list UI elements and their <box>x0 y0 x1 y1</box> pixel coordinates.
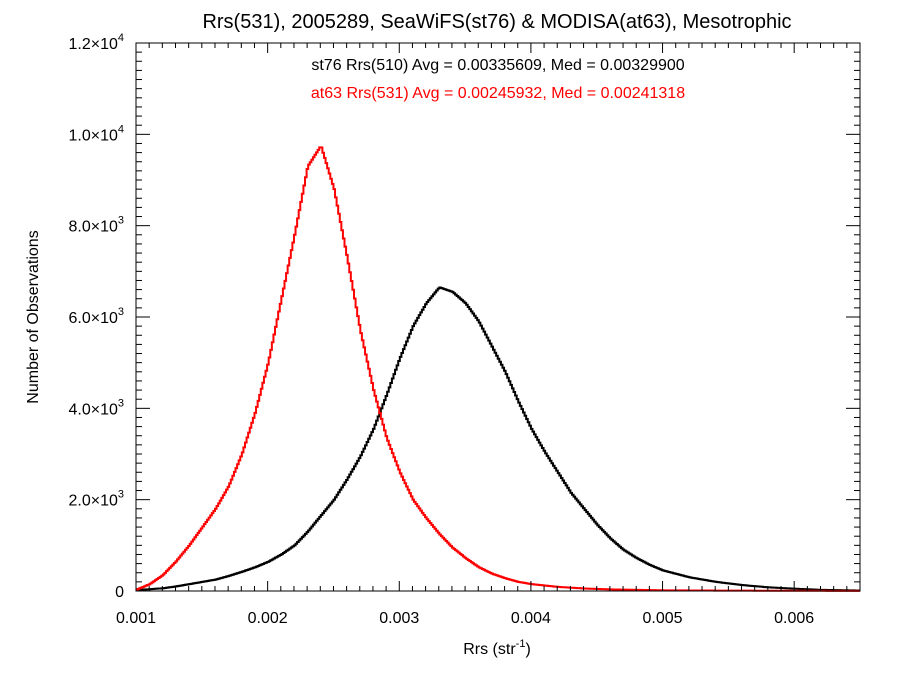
y-tick-label: 0 <box>115 584 124 601</box>
series-0-line <box>136 286 861 592</box>
x-axis-label: Rrs (str-1) <box>463 638 531 658</box>
x-tick-label: 0.005 <box>643 610 683 627</box>
y-tick-mantissa: 8.0×10 <box>68 219 117 236</box>
y-tick-mantissa: 1.2×10 <box>68 36 117 53</box>
annotation-st76: st76 Rrs(510) Avg = 0.00335609, Med = 0.… <box>311 57 684 74</box>
x-tick-labels: 0.001 0.002 0.003 0.004 0.005 0.006 <box>116 610 814 627</box>
y-axis-label: Number of Observations <box>25 230 42 403</box>
x-tick-label: 0.006 <box>774 610 814 627</box>
x-tick-label: 0.004 <box>511 610 551 627</box>
y-tick-label: 2.0×103 <box>68 489 124 510</box>
x-tick-label: 0.002 <box>248 610 288 627</box>
series-layer <box>136 146 861 592</box>
chart-title: Rrs(531), 2005289, SeaWiFS(st76) & MODIS… <box>202 11 791 33</box>
x-axis-label-tail: ) <box>525 641 530 658</box>
x-axis-label-base: Rrs (str <box>463 641 516 658</box>
y-tick-label: 1.2×104 <box>68 32 124 53</box>
y-tick-exponent: 4 <box>118 32 124 44</box>
series-1-line <box>136 146 860 592</box>
y-tick-exponent: 3 <box>118 306 124 318</box>
y-tick-labels: 02.0×1034.0×1036.0×1038.0×1031.0×1041.2×… <box>68 32 124 601</box>
y-tick-label: 1.0×104 <box>68 123 124 144</box>
x-axis-label-sup: -1 <box>516 638 526 650</box>
y-tick-mantissa: 6.0×10 <box>68 310 117 327</box>
plot-frame <box>135 42 861 592</box>
ticks-layer <box>135 42 861 592</box>
annotation-at63: at63 Rrs(531) Avg = 0.00245932, Med = 0.… <box>311 85 685 102</box>
y-tick-mantissa: 4.0×10 <box>68 401 117 418</box>
y-tick-mantissa: 2.0×10 <box>68 493 117 510</box>
y-tick-exponent: 4 <box>118 123 124 135</box>
y-tick-label: 4.0×103 <box>68 397 124 418</box>
y-tick-exponent: 3 <box>118 397 124 409</box>
y-tick-label: 8.0×103 <box>68 215 124 236</box>
x-tick-label: 0.003 <box>379 610 419 627</box>
x-tick-label: 0.001 <box>116 610 156 627</box>
y-tick-exponent: 3 <box>118 215 124 227</box>
y-tick-mantissa: 0 <box>115 584 124 601</box>
y-tick-mantissa: 1.0×10 <box>68 127 117 144</box>
y-tick-label: 6.0×103 <box>68 306 124 327</box>
y-tick-exponent: 3 <box>118 489 124 501</box>
